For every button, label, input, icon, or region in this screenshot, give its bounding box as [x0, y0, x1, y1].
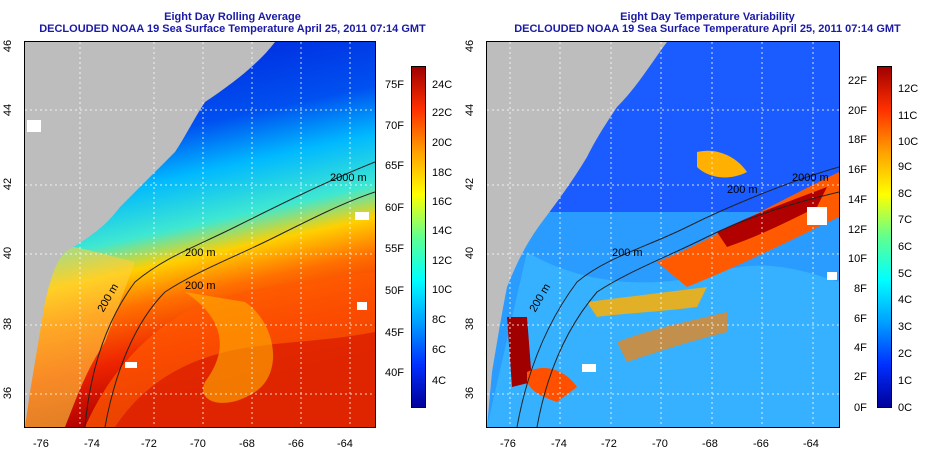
y-tick-label: 36	[464, 386, 477, 400]
colorbar-label-f: 2F	[854, 371, 867, 383]
contour-label: 200 m	[185, 280, 216, 292]
colorbar-label-c: 9C	[898, 161, 913, 173]
colorbar-label-f: 50F	[385, 285, 404, 297]
colorbar-label-c: 24C	[432, 79, 453, 91]
colorbar-label-f: 22F	[848, 75, 867, 87]
panel-title-line1: Eight Day Rolling Average	[164, 11, 301, 23]
x-tick-label: -68	[702, 438, 718, 450]
y-tick-label: 46	[2, 39, 15, 53]
colorbar-label-f: 40F	[385, 367, 404, 379]
x-tick-label: -74	[84, 438, 100, 450]
colorbar-label-f: 18F	[848, 134, 867, 146]
colorbar-label-c: 16C	[432, 196, 453, 208]
y-tick-label: 38	[464, 317, 477, 331]
colorbar-label-f: 75F	[385, 79, 404, 91]
x-tick-label: -74	[551, 438, 567, 450]
colorbar-label-c: 3C	[898, 321, 913, 333]
colorbar-label-c: 6C	[432, 344, 447, 356]
colorbar-label-c: 12C	[432, 255, 453, 267]
y-tick-label: 46	[464, 39, 477, 53]
x-tick-label: -76	[33, 438, 49, 450]
colorbar-label-f: 14F	[848, 194, 867, 206]
x-tick-label: -64	[803, 438, 819, 450]
colorbar-label-f: 16F	[848, 164, 867, 176]
y-tick-label: 40	[2, 246, 15, 260]
colorbar-label-f: 8F	[854, 283, 867, 295]
colorbar-label-c: 18C	[432, 167, 453, 179]
colorbar-label-f: 12F	[848, 224, 867, 236]
colorbar-label-c: 5C	[898, 268, 913, 280]
colorbar-label-f: 45F	[385, 327, 404, 339]
sst-average-map-graphic	[25, 42, 375, 427]
contour-label: 2000 m	[792, 172, 829, 184]
colorbar-label-c: 2C	[898, 348, 913, 360]
colorbar-label-f: 55F	[385, 243, 404, 255]
x-tick-label: -72	[601, 438, 617, 450]
colorbar-label-c: 11C	[898, 110, 918, 122]
contour-label: 200 m	[185, 247, 216, 259]
x-tick-label: -64	[337, 438, 353, 450]
colorbar-label-f: 20F	[848, 105, 867, 117]
y-tick-label: 40	[464, 246, 477, 260]
sst-average-colorbar	[411, 66, 426, 408]
colorbar-label-c: 10C	[898, 136, 919, 148]
x-tick-label: -72	[141, 438, 157, 450]
x-tick-label: -66	[753, 438, 769, 450]
contour-label: 2000 m	[330, 172, 367, 184]
colorbar-label-c: 10C	[432, 284, 453, 296]
colorbar-label-f: 6F	[854, 313, 867, 325]
x-tick-label: -66	[288, 438, 304, 450]
sst-variability-colorbar	[877, 66, 892, 408]
panel-title-line2: DECLOUDED NOAA 19 Sea Surface Temperatur…	[39, 23, 426, 35]
panel-title-line2: DECLOUDED NOAA 19 Sea Surface Temperatur…	[514, 23, 901, 35]
colorbar-label-f: 0F	[854, 402, 867, 414]
colorbar-label-f: 4F	[854, 342, 867, 354]
contour-label: 200 m	[612, 247, 643, 259]
sst-variability-map: 200 m 2000 m 200 m 200 m	[486, 41, 840, 428]
sst-average-map: 200 m 2000 m 200 m 200 m	[24, 41, 376, 428]
colorbar-label-c: 4C	[898, 294, 913, 306]
y-tick-label: 44	[2, 103, 15, 117]
contour-label: 200 m	[727, 184, 758, 196]
colorbar-label-c: 8C	[898, 188, 913, 200]
colorbar-label-f: 10F	[848, 253, 867, 265]
panel-title: Eight Day Rolling Average DECLOUDED NOAA…	[0, 11, 465, 35]
colorbar-label-f: 65F	[385, 160, 404, 172]
colorbar-label-c: 6C	[898, 241, 913, 253]
y-tick-label: 38	[2, 317, 15, 331]
colorbar-label-c: 4C	[432, 375, 447, 387]
colorbar-label-c: 1C	[898, 375, 913, 387]
colorbar-label-c: 7C	[898, 214, 913, 226]
colorbar-label-c: 8C	[432, 314, 447, 326]
colorbar-label-c: 12C	[898, 83, 919, 95]
x-tick-label: -76	[500, 438, 516, 450]
x-tick-label: -68	[239, 438, 255, 450]
colorbar-label-f: 70F	[385, 120, 404, 132]
colorbar-label-c: 0C	[898, 402, 913, 414]
colorbar-label-c: 22C	[432, 107, 453, 119]
panel-title-line1: Eight Day Temperature Variability	[620, 11, 795, 23]
y-tick-label: 36	[2, 386, 15, 400]
colorbar-label-f: 60F	[385, 202, 404, 214]
x-tick-label: -70	[652, 438, 668, 450]
sst-variability-map-graphic	[487, 42, 839, 427]
panel-title: Eight Day Temperature Variability DECLOU…	[465, 11, 950, 35]
colorbar-label-c: 14C	[432, 225, 453, 237]
y-tick-label: 42	[2, 177, 15, 191]
x-tick-label: -70	[190, 438, 206, 450]
colorbar-label-c: 20C	[432, 137, 453, 149]
y-tick-label: 44	[464, 103, 477, 117]
y-tick-label: 42	[464, 177, 477, 191]
